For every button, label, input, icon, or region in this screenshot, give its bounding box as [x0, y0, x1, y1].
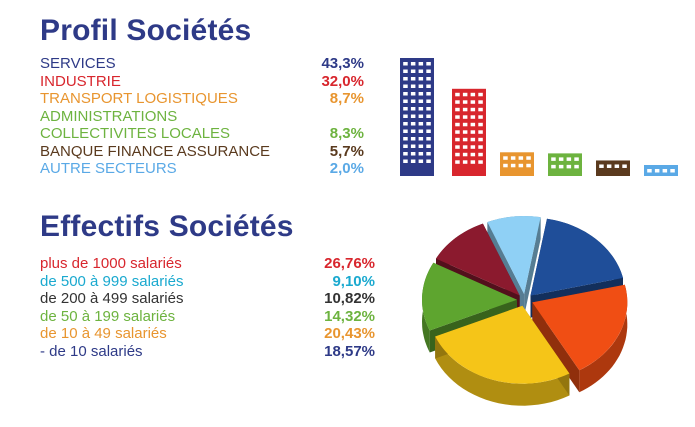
profil-label: BANQUE FINANCE ASSURANCE	[40, 142, 271, 160]
building-bar-industrie	[452, 88, 486, 176]
effectifs-value: 20,43%	[324, 325, 375, 342]
profil-row: ADMINISTRATIONS	[40, 108, 370, 126]
effectifs-label: de 200 à 499 salariés	[40, 290, 184, 307]
building-bar-transport	[500, 152, 534, 176]
effectifs-value: 10,82%	[324, 290, 375, 307]
effectifs-row: - de 10 salariés 18,57%	[40, 343, 375, 361]
profil-label: ADMINISTRATIONS	[40, 107, 178, 125]
profil-value: 2,0%	[329, 160, 364, 177]
profil-value: 8,7%	[329, 90, 364, 107]
profil-row: COLLECTIVITES LOCALES 8,3%	[40, 125, 370, 143]
profil-row: SERVICES 43,3%	[40, 55, 370, 73]
effectifs-label: - de 10 salariés	[40, 342, 143, 360]
profil-row: INDUSTRIE 32,0%	[40, 73, 370, 91]
effectifs-label: de 10 à 49 salariés	[40, 325, 167, 342]
effectifs-label: de 50 à 199 salariés	[40, 307, 176, 325]
effectifs-value: 18,57%	[324, 342, 375, 360]
effectifs-row: de 50 à 199 salariés 14,32%	[40, 308, 375, 326]
profil-row: AUTRE SECTEURS 2,0%	[40, 160, 370, 178]
effectifs-label: plus de 1000 salariés	[40, 255, 182, 272]
profil-title: Profil Sociétés	[40, 14, 252, 47]
profil-row: BANQUE FINANCE ASSURANCE 5,7%	[40, 143, 370, 161]
effectifs-label: de 500 à 999 salariés	[40, 272, 184, 290]
profil-value: 32,0%	[321, 72, 364, 90]
effectifs-legend: plus de 1000 salariés 26,76% de 500 à 999 …	[40, 255, 375, 360]
profil-value: 43,3%	[321, 55, 364, 72]
profil-row: TRANSPORT LOGISTIQUES 8,7%	[40, 90, 370, 108]
building-bar-autre	[644, 165, 678, 176]
profil-label: COLLECTIVITES LOCALES	[40, 125, 231, 142]
building-bar-banque	[596, 160, 630, 176]
effectifs-value: 14,32%	[324, 307, 375, 325]
effectifs-value: 26,76%	[324, 255, 375, 272]
building-bar-services	[400, 58, 434, 176]
profil-label: TRANSPORT LOGISTIQUES	[40, 90, 238, 107]
effectifs-value: 9,10%	[332, 272, 375, 290]
profil-value: 8,3%	[329, 125, 364, 142]
profil-value: 5,7%	[329, 142, 364, 160]
profil-label: AUTRE SECTEURS	[40, 160, 177, 177]
pie-slice-1000-plus	[435, 305, 570, 406]
effectifs-row: de 500 à 999 salariés 9,10%	[40, 273, 375, 291]
effectifs-row: plus de 1000 salariés 26,76%	[40, 255, 375, 273]
profil-label: SERVICES	[40, 55, 116, 72]
building-bar-collectivites	[548, 153, 582, 176]
effectifs-row: de 200 à 499 salariés 10,82%	[40, 290, 375, 308]
profil-label: INDUSTRIE	[40, 72, 121, 90]
pie-slice-10-49	[532, 284, 628, 393]
profil-legend: SERVICES 43,3% INDUSTRIE 32,0% TRANSPORT LOG…	[40, 55, 370, 178]
effectifs-title: Effectifs Sociétés	[40, 210, 294, 243]
effectifs-row: de 10 à 49 salariés 20,43%	[40, 325, 375, 343]
